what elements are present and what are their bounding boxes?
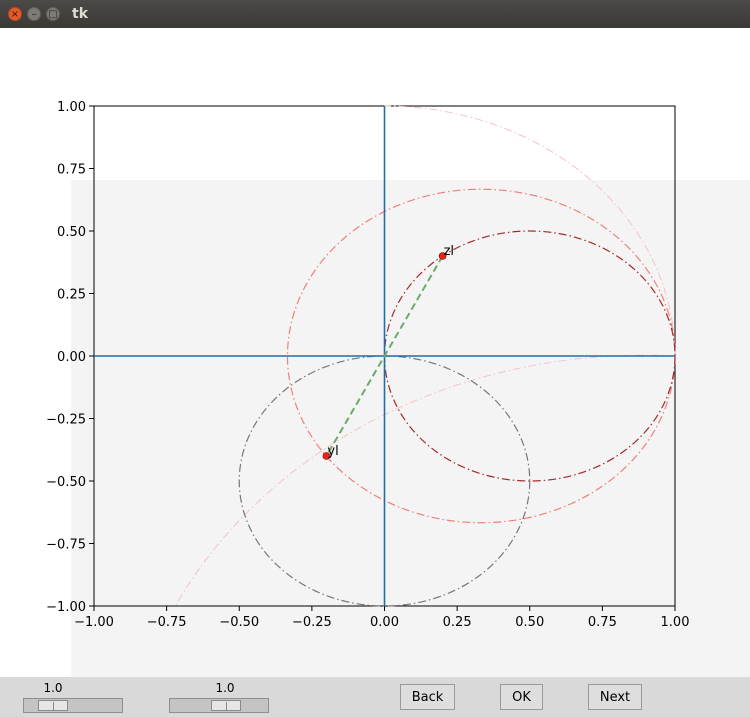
x-tick-label: 1.00	[661, 615, 690, 630]
slider-1-handle[interactable]	[38, 700, 68, 711]
y-tick-label: −0.25	[46, 413, 86, 428]
slider-1-track[interactable]	[23, 698, 123, 713]
title-bar: × – □ tk	[0, 0, 750, 28]
canvas-background	[71, 180, 750, 677]
ok-button[interactable]: OK	[500, 684, 543, 710]
x-tick-label: 0.50	[515, 615, 544, 630]
window-title: tk	[72, 6, 89, 22]
y-tick-label: 0.00	[57, 350, 86, 365]
x-tick-label: −0.25	[292, 615, 332, 630]
point-label: yl	[327, 444, 338, 459]
y-axis-ticks: 1.00 0.75 0.50 0.25 0.00 −0.25 −0.50 −0.75 −1.00	[46, 100, 94, 615]
plot-curves	[94, 105, 676, 607]
y-tick-label: −0.50	[46, 475, 86, 490]
maximize-button[interactable]: □	[46, 7, 60, 21]
point-zl	[438, 252, 447, 260]
x-tick-label: 0.25	[443, 615, 472, 630]
y-tick-label: 0.50	[57, 225, 86, 240]
smith-chart-plot: −1.00 −0.75 −0.50 −0.25 0.00 0.25 0.50 0.75 1.00…	[0, 28, 750, 677]
slider-2-value: 1.0	[215, 681, 235, 695]
y-tick-label: −0.75	[46, 538, 86, 553]
back-button[interactable]: Back	[400, 684, 455, 710]
point-yl	[322, 452, 331, 460]
next-button[interactable]: Next	[588, 684, 642, 710]
y-tick-label: 0.75	[57, 163, 86, 178]
slider-1-value: 1.0	[43, 681, 63, 695]
y-tick-label: 1.00	[57, 100, 86, 115]
x-axis-ticks: −1.00 −0.75 −0.50 −0.25 0.00 0.25 0.50 0.75 1.00	[74, 606, 689, 630]
slider-2-handle[interactable]	[211, 700, 241, 711]
slider-1[interactable]: 1.0	[23, 677, 123, 717]
y-tick-label: −1.00	[46, 600, 86, 615]
slider-2[interactable]: 1.0	[169, 677, 269, 717]
x-tick-label: 0.75	[588, 615, 617, 630]
x-tick-label: −0.50	[219, 615, 259, 630]
faint-arc-upper	[384, 105, 676, 357]
slider-2-track[interactable]	[169, 698, 269, 713]
x-tick-label: 0.00	[370, 615, 399, 630]
green-dashed-line	[325, 255, 444, 457]
point-label: zl	[444, 244, 454, 259]
control-bar: 1.0 1.0 Back OK Next	[0, 677, 750, 717]
x-tick-label: −0.75	[147, 615, 187, 630]
minimize-button[interactable]: –	[27, 7, 41, 21]
y-tick-label: 0.25	[57, 288, 86, 303]
faint-arc-lower	[174, 354, 676, 607]
plot-points: zl yl	[322, 244, 454, 460]
close-button[interactable]: ×	[8, 7, 22, 21]
x-tick-label: −1.00	[74, 615, 114, 630]
